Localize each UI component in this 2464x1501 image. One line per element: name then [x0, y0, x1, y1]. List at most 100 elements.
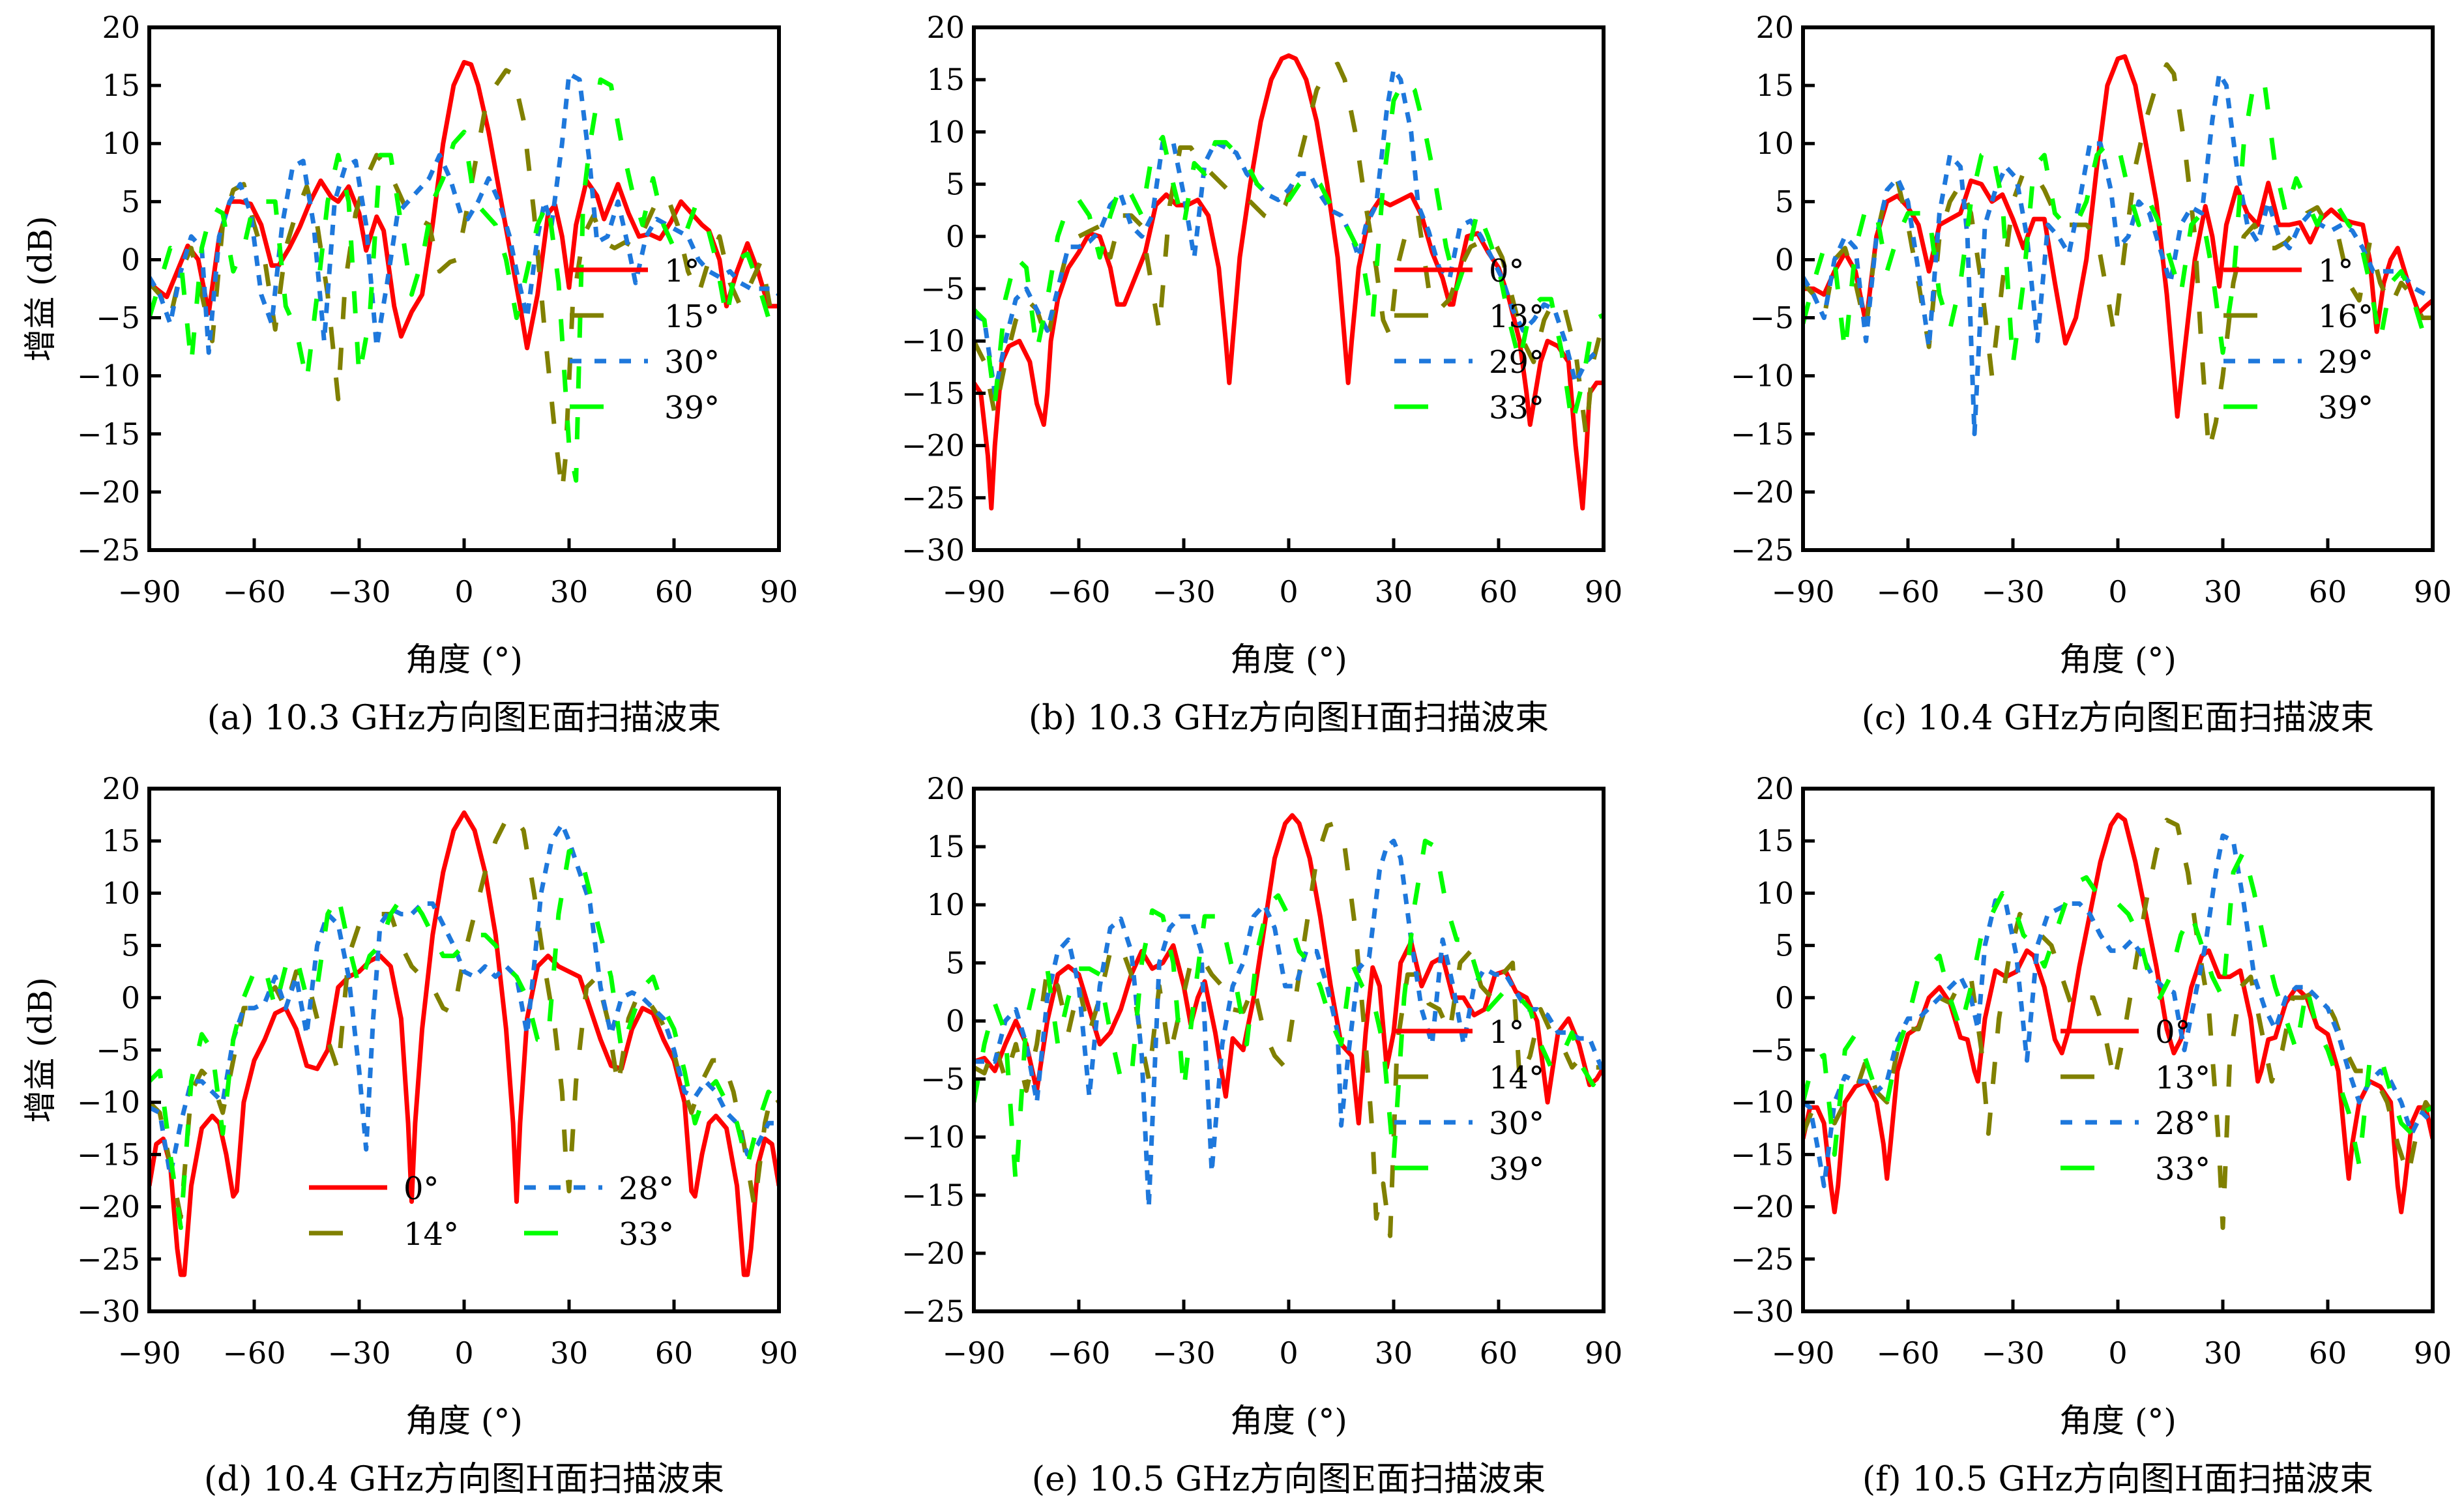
y-tick-label: 5 — [946, 167, 965, 202]
panel-caption: (e) 10.5 GHz方向图E面扫描波束 — [1032, 1460, 1546, 1499]
x-tick-label: −90 — [942, 1335, 1005, 1371]
y-tick-label: 5 — [1775, 184, 1794, 219]
x-axis-label: 角度 (°) — [2059, 1402, 2177, 1440]
legend-label-3: 39° — [1489, 1151, 1544, 1188]
y-tick-label: 0 — [946, 219, 965, 254]
x-tick-label: 90 — [760, 1335, 799, 1371]
legend-label-1: 13° — [1489, 299, 1544, 335]
legend-label-0: 0° — [1489, 253, 1525, 289]
panel-caption: (b) 10.3 GHz方向图H面扫描波束 — [1029, 699, 1549, 738]
x-tick-label: −90 — [117, 574, 181, 609]
x-tick-label: 90 — [2414, 1335, 2452, 1371]
y-tick-label: 5 — [121, 184, 140, 219]
x-tick-label: 0 — [1279, 574, 1298, 609]
y-tick-label: 5 — [121, 928, 140, 963]
y-tick-label: −25 — [1731, 532, 1794, 568]
y-tick-label: −20 — [902, 1236, 965, 1271]
series-line-b-2 — [974, 66, 1604, 396]
y-tick-label: 15 — [102, 68, 140, 103]
x-tick-label: 60 — [655, 574, 694, 609]
y-tick-label: 15 — [102, 823, 140, 858]
y-tick-label: 10 — [1755, 126, 1794, 161]
legend-label-0: 0° — [403, 1171, 439, 1207]
x-tick-label: −60 — [1876, 1335, 1939, 1371]
chart-panel-e: −90 −60 −30 0 30 60 90 −25 −20 −15 −10 −5 0 5 10 15 20 角度… — [902, 771, 1622, 1499]
y-tick-label: 20 — [1755, 10, 1794, 45]
y-tick-label: −20 — [77, 474, 140, 510]
x-tick-label: 30 — [550, 1335, 589, 1371]
y-tick-label: −25 — [1731, 1242, 1794, 1277]
x-tick-label: −30 — [1152, 574, 1215, 609]
x-tick-label: 90 — [760, 574, 799, 609]
y-tick-label: −20 — [1731, 474, 1794, 510]
legend: 1° 15° 30° 39° — [570, 253, 720, 426]
x-tick-label: −30 — [327, 1335, 390, 1371]
y-tick-label: −5 — [96, 300, 140, 336]
legend-label-2: 29° — [1489, 344, 1544, 381]
y-tick-label: 15 — [1755, 68, 1794, 103]
y-tick-label: −5 — [96, 1032, 140, 1068]
plot-frame — [147, 787, 781, 1313]
legend-label-1: 16° — [2318, 299, 2373, 335]
series-line-a-1 — [149, 68, 779, 495]
legend-label-3: 39° — [664, 390, 720, 426]
legend-label-1: 13° — [2155, 1060, 2210, 1096]
chart-panel-f: −90 −60 −30 0 30 60 90 −30 −25 −20 −15 −10 −5 0 5 10 15 2… — [1731, 771, 2452, 1499]
x-tick-label: 0 — [2108, 1335, 2127, 1371]
legend-label-3: 33° — [2155, 1151, 2210, 1188]
legend-label-0: 0° — [2155, 1014, 2191, 1051]
y-tick-label: −10 — [1731, 1085, 1794, 1120]
x-tick-label: 30 — [550, 574, 589, 609]
y-tick-label: −15 — [1731, 1137, 1794, 1172]
y-tick-label: −20 — [902, 428, 965, 463]
y-tick-label: 0 — [121, 242, 140, 277]
y-tick-label: −5 — [1750, 300, 1794, 336]
series-line-c-1 — [1803, 62, 2433, 454]
legend-label-3: 33° — [1489, 390, 1544, 426]
x-tick-label: −60 — [1876, 574, 1939, 609]
chart-panel-c: −90 −60 −30 0 30 60 90 −25 −20 −15 −10 −5 0 5 10 15 20 角度… — [1731, 10, 2452, 738]
y-tick-label: −10 — [1731, 358, 1794, 394]
panel-caption: (d) 10.4 GHz方向图H面扫描波束 — [204, 1460, 724, 1499]
y-tick-label: 0 — [1775, 242, 1794, 277]
y-tick-label: 10 — [102, 126, 140, 161]
x-tick-label: 60 — [655, 1335, 694, 1371]
x-tick-label: −30 — [1981, 574, 2044, 609]
x-tick-label: 90 — [2414, 574, 2452, 609]
y-tick-label: −25 — [77, 1242, 140, 1277]
x-tick-label: 30 — [2204, 1335, 2242, 1371]
x-tick-label: −90 — [942, 574, 1005, 609]
series-line-e-3 — [974, 838, 1604, 1186]
x-tick-label: 60 — [2309, 1335, 2347, 1371]
series-line-d-0 — [149, 810, 779, 1277]
series-line-f-0 — [1803, 812, 2433, 1215]
legend-label-3: 33° — [619, 1216, 674, 1253]
y-axis-label: 增益 (dB) — [22, 216, 59, 362]
y-tick-label: −10 — [902, 323, 965, 358]
y-tick-label: 15 — [926, 62, 965, 97]
series-line-a-0 — [149, 60, 779, 351]
series-line-d-1 — [149, 812, 779, 1220]
series-line-d-3 — [149, 849, 779, 1231]
y-tick-label: 15 — [926, 829, 965, 864]
y-tick-label: −25 — [77, 532, 140, 568]
series-line-b-3 — [974, 77, 1604, 427]
x-tick-label: 90 — [1585, 1335, 1623, 1371]
legend: 0° 13° 29° 33° — [1394, 253, 1544, 426]
y-tick-label: −15 — [77, 416, 140, 452]
legend-label-0: 1° — [664, 253, 700, 289]
x-tick-label: 0 — [454, 574, 473, 609]
y-tick-label: 10 — [102, 875, 140, 911]
x-tick-label: −90 — [1771, 1335, 1834, 1371]
legend-label-2: 30° — [1489, 1105, 1544, 1142]
x-tick-label: 60 — [1480, 1335, 1518, 1371]
series-line-c-3 — [1803, 77, 2433, 367]
y-tick-label: −20 — [1731, 1189, 1794, 1225]
panel-caption: (c) 10.4 GHz方向图E面扫描波束 — [1862, 699, 2375, 738]
y-tick-label: 20 — [102, 10, 140, 45]
y-tick-label: −15 — [77, 1137, 140, 1172]
y-tick-label: 0 — [946, 1003, 965, 1038]
series-line-b-0 — [974, 53, 1604, 511]
x-tick-label: −60 — [1047, 574, 1110, 609]
